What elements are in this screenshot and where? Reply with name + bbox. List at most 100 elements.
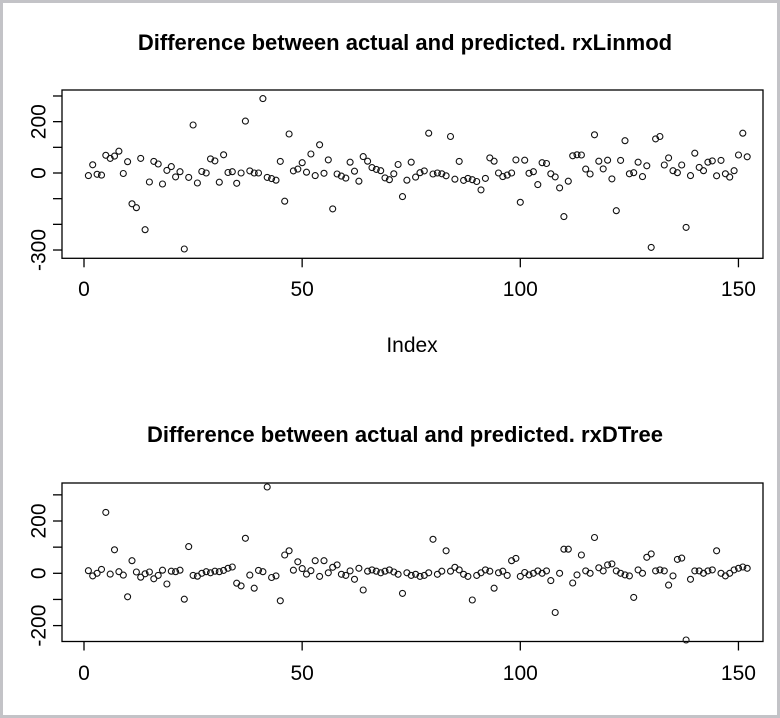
- data-point: [259, 568, 267, 576]
- data-point: [678, 554, 686, 562]
- data-point: [372, 567, 380, 575]
- data-point: [412, 173, 420, 181]
- data-point: [713, 547, 721, 555]
- data-point: [739, 129, 747, 137]
- data-point: [189, 571, 197, 579]
- data-point: [590, 533, 599, 542]
- data-point: [124, 158, 132, 166]
- data-point: [521, 156, 529, 164]
- data-point: [294, 165, 302, 173]
- data-point: [726, 569, 734, 577]
- data-point: [193, 572, 201, 580]
- data-point: [394, 570, 402, 578]
- data-point: [590, 131, 599, 139]
- data-point: [621, 571, 629, 579]
- x-tick-label: 150: [721, 278, 756, 301]
- data-point: [608, 560, 616, 568]
- data-point: [346, 567, 354, 575]
- data-point: [368, 164, 376, 172]
- data-point: [237, 582, 245, 590]
- y-tick-label: -300: [28, 229, 51, 271]
- data-point: [525, 169, 533, 177]
- data-point: [643, 162, 651, 170]
- data-point: [464, 174, 472, 182]
- data-point: [329, 205, 337, 213]
- data-point: [503, 171, 511, 179]
- data-point: [547, 577, 555, 585]
- data-point: [669, 167, 677, 175]
- data-point: [647, 243, 655, 251]
- data-point: [359, 586, 367, 594]
- y-tick-label: 0: [28, 167, 51, 179]
- data-point: [516, 198, 524, 206]
- data-point: [743, 564, 751, 572]
- data-point: [743, 153, 751, 161]
- data-point: [298, 159, 306, 167]
- data-point: [167, 567, 175, 575]
- data-point: [460, 570, 468, 578]
- data-point: [119, 571, 127, 579]
- data-point: [211, 567, 219, 575]
- data-point: [254, 566, 263, 574]
- data-point: [276, 157, 284, 165]
- data-point: [119, 169, 127, 178]
- data-point: [302, 570, 311, 578]
- data-point: [198, 569, 206, 577]
- data-point: [268, 573, 276, 582]
- data-point: [106, 570, 114, 578]
- data-point: [686, 172, 695, 180]
- data-point: [673, 555, 681, 563]
- data-point: [154, 160, 162, 168]
- data-point: [425, 569, 433, 577]
- x-tick-label: 150: [721, 662, 756, 685]
- data-point: [246, 167, 254, 175]
- data-point: [551, 608, 559, 617]
- data-point: [625, 572, 633, 580]
- data-point: [604, 561, 612, 569]
- data-point: [481, 174, 489, 182]
- data-point: [390, 170, 398, 178]
- data-point: [281, 197, 289, 205]
- data-point: [93, 170, 101, 178]
- x-tick-label: 50: [290, 662, 313, 685]
- data-point: [634, 566, 642, 574]
- data-point: [656, 566, 664, 574]
- data-point: [468, 596, 476, 604]
- data-point: [220, 566, 228, 574]
- data-point: [185, 173, 193, 181]
- data-point: [516, 572, 524, 580]
- data-point: [686, 575, 695, 583]
- data-point: [124, 593, 132, 601]
- data-point: [730, 167, 738, 175]
- data-point: [573, 571, 581, 579]
- data-point: [189, 121, 197, 129]
- data-point: [617, 569, 625, 577]
- data-point: [176, 168, 184, 176]
- data-point: [455, 566, 463, 574]
- data-point: [577, 551, 585, 559]
- data-point: [228, 168, 236, 176]
- data-point: [377, 569, 385, 577]
- data-point: [302, 168, 311, 176]
- data-point: [682, 636, 690, 644]
- data-point: [708, 566, 716, 574]
- data-point: [158, 180, 167, 188]
- data-point: [564, 177, 572, 185]
- data-point: [137, 154, 145, 162]
- data-point: [638, 173, 647, 181]
- data-point: [481, 566, 489, 574]
- data-point: [259, 95, 267, 103]
- data-point: [333, 170, 341, 178]
- data-point: [185, 543, 193, 551]
- data-point: [708, 157, 716, 165]
- data-point: [577, 151, 585, 159]
- data-point: [359, 153, 367, 161]
- data-point: [665, 581, 673, 589]
- data-point: [442, 172, 450, 180]
- data-point: [355, 564, 363, 572]
- data-point: [368, 566, 376, 574]
- data-point: [246, 571, 254, 579]
- data-point: [556, 569, 564, 577]
- data-point: [398, 589, 407, 597]
